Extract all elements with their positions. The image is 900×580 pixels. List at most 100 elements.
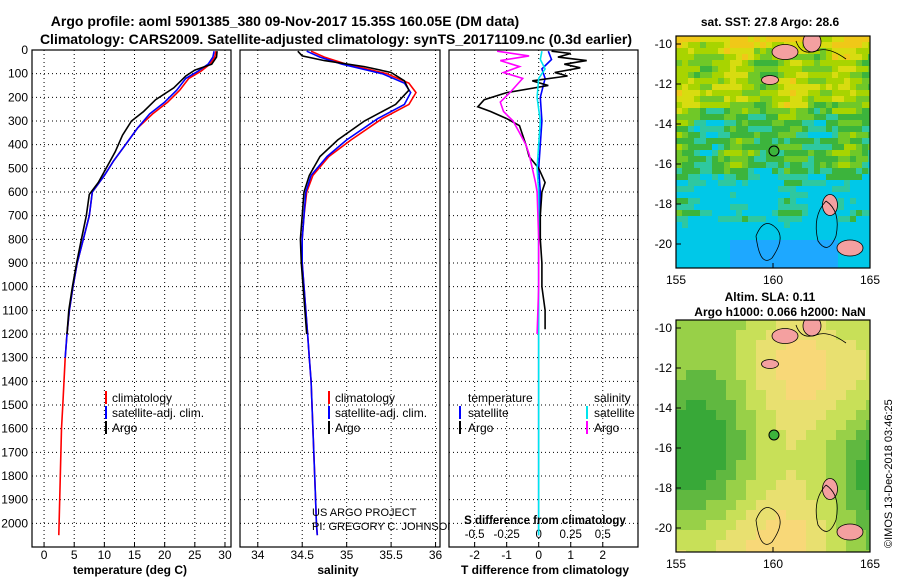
x-tick-label: -1 [501, 548, 512, 562]
map-cell [736, 450, 747, 461]
map-cell [850, 186, 857, 193]
map-cell [844, 72, 851, 79]
map-cell [838, 108, 845, 115]
map-cell [856, 228, 863, 235]
map-cell [712, 240, 719, 247]
figure-title-line2: Climatology: CARS2009. Satellite-adjuste… [40, 31, 632, 47]
x-tick-label: 15 [128, 548, 142, 562]
map-cell [816, 530, 827, 541]
map-cell [778, 228, 785, 235]
map-cell [850, 150, 857, 157]
map-cell [700, 252, 707, 259]
map-cell [850, 102, 857, 109]
map-cell [736, 350, 747, 361]
map-cell [776, 450, 787, 461]
map-cell [832, 96, 839, 103]
map-cell [688, 216, 695, 223]
map-cell [718, 126, 725, 133]
depth-tick-label: 1400 [1, 374, 28, 388]
map-cell [742, 216, 749, 223]
map-cell [856, 460, 867, 471]
map-cell [844, 216, 851, 223]
map-cell [688, 222, 695, 229]
map-cell [862, 126, 869, 133]
map-cell [866, 500, 870, 511]
map-cell [706, 102, 713, 109]
map-cell [742, 258, 749, 265]
map-cell [688, 180, 695, 187]
map-cell [790, 138, 797, 145]
map-cell [746, 380, 757, 391]
map-cell [856, 330, 867, 341]
map-y-tick-label: -12 [655, 361, 673, 375]
map-cell [724, 96, 731, 103]
map-cell [802, 264, 809, 268]
map-cell [844, 84, 851, 91]
map-cell [742, 42, 749, 49]
map-cell [844, 264, 851, 268]
map-cell [808, 198, 815, 205]
map-cell [676, 258, 683, 265]
map-cell [826, 228, 833, 235]
map-cell [784, 126, 791, 133]
map-cell [838, 96, 845, 103]
map-cell [716, 370, 727, 381]
map-cell [742, 90, 749, 97]
map-cell [676, 210, 683, 217]
map-cell [746, 460, 757, 471]
map-cell [748, 222, 755, 229]
map-cell [766, 156, 773, 163]
map-cell [742, 72, 749, 79]
map-cell [760, 120, 767, 127]
map-cell [868, 144, 870, 151]
map-cell [718, 204, 725, 211]
depth-tick-label: 1700 [1, 445, 28, 459]
map-cell [766, 162, 773, 169]
map-cell [746, 500, 757, 511]
map-cell [700, 156, 707, 163]
map-cell [808, 72, 815, 79]
map-cell [776, 370, 787, 381]
map-cell [730, 234, 737, 241]
map-cell [850, 174, 857, 181]
map-cell [676, 264, 683, 268]
map-cell [796, 204, 803, 211]
map-cell [844, 174, 851, 181]
map-cell [868, 126, 870, 133]
map-cell [766, 132, 773, 139]
map-cell [796, 72, 803, 79]
map-cell [838, 174, 845, 181]
map-cell [838, 54, 845, 61]
map-cell [826, 162, 833, 169]
map-cell [696, 420, 707, 431]
map-cell [796, 500, 807, 511]
map-cell [760, 72, 767, 79]
map-cell [836, 460, 847, 471]
map-cell [676, 150, 683, 157]
map-cell [808, 126, 815, 133]
map-cell [688, 258, 695, 265]
map-cell [676, 168, 683, 175]
map-cell [772, 252, 779, 259]
map-x-tick-label: 160 [763, 557, 783, 571]
map-cell [814, 252, 821, 259]
map-cell [802, 246, 809, 253]
map-cell [676, 102, 683, 109]
map-cell [814, 222, 821, 229]
map-y-tick-label: -10 [655, 321, 673, 335]
map-cell [748, 156, 755, 163]
map-cell [712, 168, 719, 175]
map-cell [862, 84, 869, 91]
map-cell [718, 60, 725, 67]
map-cell [688, 192, 695, 199]
difference-lines [476, 50, 587, 536]
map-cell [742, 168, 749, 175]
map-cell [706, 264, 713, 268]
map-cell [844, 138, 851, 145]
map-cell [736, 168, 743, 175]
map-cell [808, 78, 815, 85]
map-cell [796, 240, 803, 247]
map-cell [796, 390, 807, 401]
map-cell [790, 180, 797, 187]
sst-map-panel: sat. SST: 27.8 Argo: 28.6 155 160 165-10-1… [655, 15, 881, 287]
